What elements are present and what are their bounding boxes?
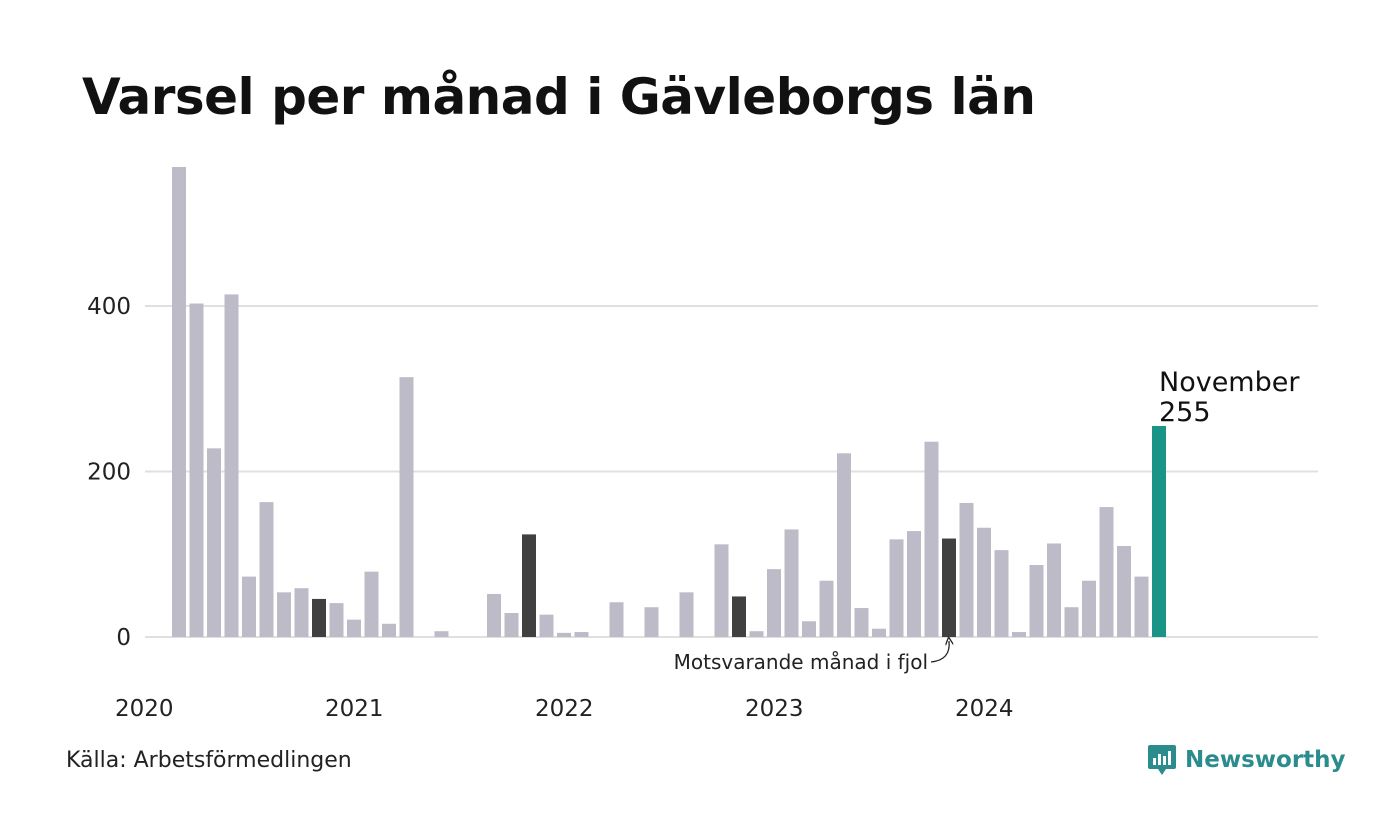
bar	[189, 303, 204, 637]
x-tick-label: 2020	[115, 696, 174, 722]
bar	[1117, 545, 1131, 637]
bar	[942, 538, 956, 637]
y-tick-label: 200	[87, 460, 131, 486]
bar	[924, 441, 939, 637]
bar	[399, 377, 414, 637]
bar	[714, 544, 729, 637]
bar	[784, 529, 799, 637]
bar	[312, 598, 326, 637]
x-tick-label: 2023	[745, 696, 804, 722]
y-tick-label: 400	[87, 294, 131, 320]
brand-logo: Newsworthy	[1147, 743, 1346, 777]
bar	[959, 502, 974, 637]
bar	[347, 619, 361, 637]
bar	[1064, 607, 1079, 637]
bar	[732, 596, 746, 637]
bar	[1082, 580, 1096, 637]
bar	[1099, 507, 1114, 637]
bar	[679, 592, 694, 637]
bar	[1012, 632, 1026, 637]
bar	[207, 448, 221, 637]
bar	[277, 592, 291, 637]
bar	[504, 613, 519, 637]
bar	[224, 294, 239, 637]
bar	[364, 571, 379, 637]
bar	[329, 603, 344, 637]
annotation-label: Motsvarande månad i fjol	[674, 650, 928, 674]
bar	[487, 593, 501, 637]
bar	[434, 631, 449, 637]
bar	[749, 631, 764, 637]
source-label: Källa: Arbetsförmedlingen	[66, 748, 352, 773]
bar	[644, 607, 659, 637]
bar	[837, 453, 851, 637]
bars	[172, 166, 1166, 638]
bar	[259, 502, 274, 637]
bar	[172, 166, 186, 638]
brand-name: Newsworthy	[1185, 747, 1346, 773]
bar	[1152, 425, 1166, 637]
bar	[889, 539, 904, 637]
bar	[854, 608, 869, 637]
bar	[1029, 565, 1044, 637]
chart-title: Varsel per månad i Gävleborgs län	[82, 68, 1036, 126]
x-axis-labels: 2020 2021 2022 2023 2024	[115, 696, 1014, 722]
x-tick-label: 2022	[535, 696, 594, 722]
bar	[1047, 543, 1061, 637]
bar	[574, 632, 589, 637]
y-axis-ticks: 0 200 400	[87, 294, 131, 651]
current-value-label: 255	[1159, 397, 1211, 428]
newsworthy-logo-icon	[1148, 745, 1176, 775]
bar	[609, 602, 624, 637]
bar	[522, 534, 536, 637]
bar	[294, 588, 309, 637]
bar	[1134, 576, 1149, 637]
bar	[977, 527, 991, 637]
current-month-label: November	[1159, 367, 1300, 398]
bar	[382, 623, 396, 637]
bar	[819, 580, 834, 637]
x-tick-label: 2021	[325, 696, 384, 722]
bar	[872, 628, 886, 637]
bar-chart: 0 200 400 2020 2021 2022 2023 2024 November255…	[87, 166, 1318, 722]
bar	[907, 531, 921, 637]
bar	[767, 569, 781, 637]
bar	[802, 621, 816, 637]
bar	[242, 576, 256, 637]
x-tick-label: 2024	[955, 696, 1014, 722]
bar	[557, 632, 571, 637]
y-tick-label: 0	[116, 625, 131, 651]
annotation-arrow	[930, 641, 949, 663]
bar	[994, 550, 1009, 637]
bar	[539, 614, 554, 637]
